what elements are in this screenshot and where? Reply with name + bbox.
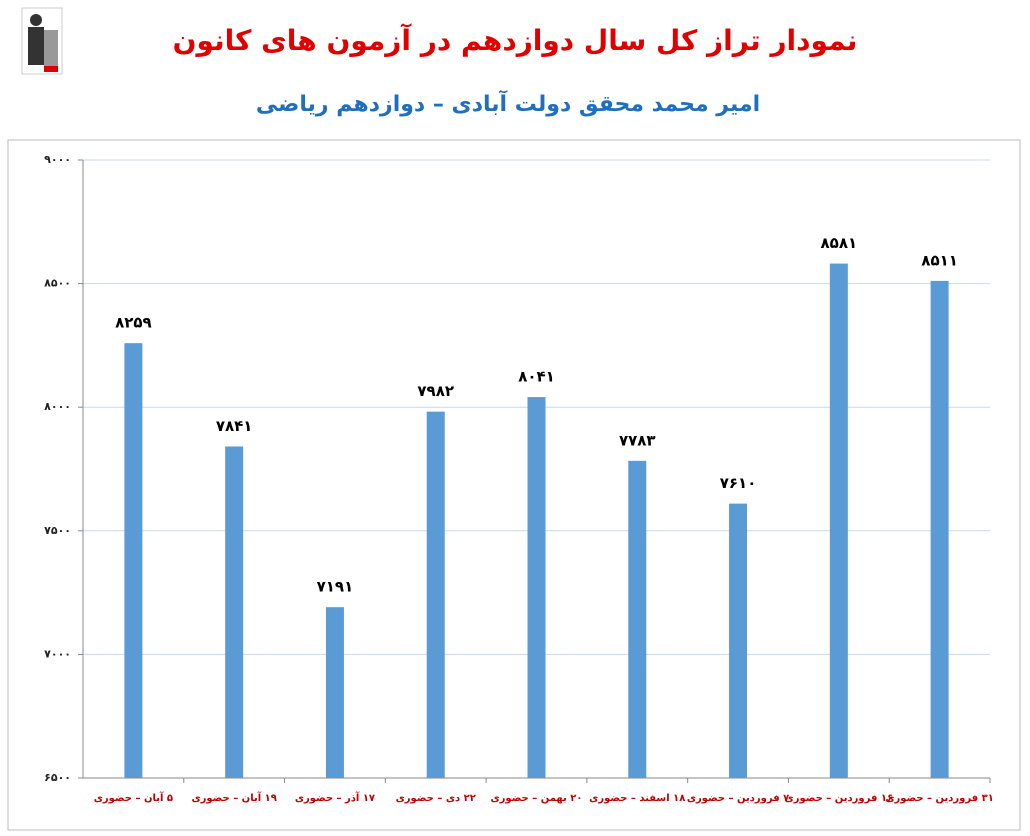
value-label: ۷۸۴۱	[216, 417, 253, 435]
bar	[628, 460, 647, 778]
bar	[325, 607, 344, 778]
bar	[930, 280, 949, 778]
y-tick-label: ۷۵۰۰	[44, 524, 71, 537]
x-tick-label: ۱۶ فروردین – حضوری	[785, 793, 894, 804]
value-label: ۸۵۱۱	[921, 251, 958, 269]
y-tick-label: ۸۰۰۰	[44, 400, 71, 413]
x-tick-label: ۳۱ فروردین – حضوری	[885, 793, 994, 804]
x-tick-label: ۵ آبان – حضوری	[94, 791, 173, 804]
y-tick-label: ۶۵۰۰	[44, 771, 71, 784]
bar	[426, 411, 445, 778]
chart-title: نمودار تراز کل سال دوازدهم در آزمون های …	[173, 23, 858, 57]
bar	[225, 446, 244, 778]
value-label: ۸۲۵۹	[115, 314, 152, 332]
value-label: ۷۱۹۱	[317, 578, 354, 596]
bar	[829, 263, 848, 779]
chart-subtitle: امیر محمد محقق دولت آبادی – دوازدهم ریاض…	[256, 89, 760, 117]
bar	[527, 397, 546, 778]
value-label: ۷۷۸۳	[619, 431, 656, 449]
value-label: ۸۵۸۱	[821, 234, 858, 252]
chart-frame	[7, 139, 1021, 831]
y-tick-label: ۸۵۰۰	[44, 277, 71, 290]
value-label: ۷۹۸۲	[417, 382, 454, 400]
x-tick-label: ۱۸ اسفند – حضوری	[589, 793, 685, 804]
logo	[21, 7, 63, 75]
bar	[124, 343, 143, 778]
x-tick-label: ۲۲ دی – حضوری	[396, 793, 476, 804]
value-label: ۸۰۴۱	[518, 368, 555, 386]
x-tick-label: ۲۰ بهمن – حضوری	[491, 793, 583, 804]
y-tick-label: ۷۰۰۰	[44, 647, 71, 660]
x-tick-label: ۱۹ آبان – حضوری	[191, 791, 276, 804]
value-label: ۷۶۱۰	[720, 474, 757, 492]
bar	[729, 503, 748, 778]
x-tick-label: ۷ فروردین – حضوری	[687, 793, 789, 804]
y-tick-label: ۹۰۰۰	[44, 153, 71, 166]
x-tick-label: ۱۷ آذر – حضوری	[295, 791, 375, 804]
